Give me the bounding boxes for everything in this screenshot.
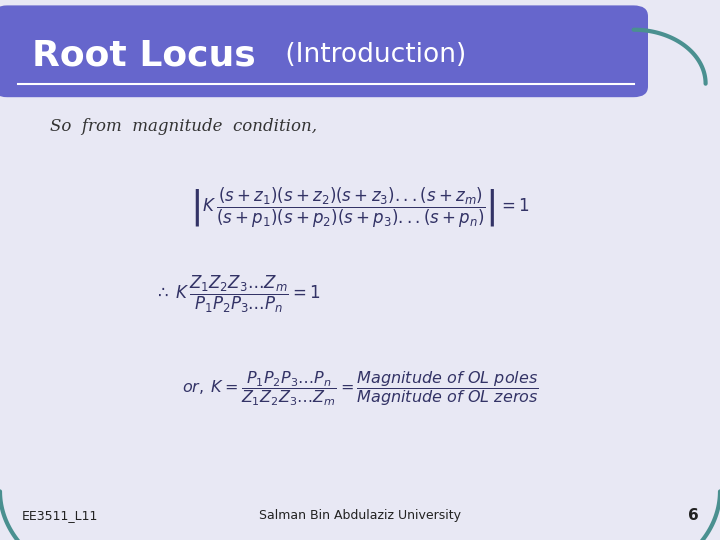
Text: (Introduction): (Introduction) <box>277 42 467 68</box>
Text: 6: 6 <box>688 508 698 523</box>
Text: $\left| K \, \dfrac{(s+z_1)(s+z_2)(s+z_3)...(s+z_m)}{(s+p_1)(s+p_2)(s+p_3)...(s+: $\left| K \, \dfrac{(s+z_1)(s+z_2)(s+z_3… <box>190 186 530 230</box>
Text: Root Locus: Root Locus <box>32 38 256 72</box>
Text: So  from  magnitude  condition,: So from magnitude condition, <box>50 118 318 136</box>
Text: $or, \; K = \dfrac{P_1 P_2 P_3 \ldots P_n}{Z_1 Z_2 Z_3 \ldots Z_m} = \dfrac{\mat: $or, \; K = \dfrac{P_1 P_2 P_3 \ldots P_… <box>181 369 539 408</box>
Text: Salman Bin Abdulaziz University: Salman Bin Abdulaziz University <box>259 509 461 522</box>
FancyBboxPatch shape <box>0 5 648 97</box>
Text: EE3511_L11: EE3511_L11 <box>22 509 98 522</box>
Text: $\therefore \; K \, \dfrac{Z_1 Z_2 Z_3 \ldots Z_m}{P_1 P_2 P_3 \ldots P_n} = 1$: $\therefore \; K \, \dfrac{Z_1 Z_2 Z_3 \… <box>154 274 321 315</box>
